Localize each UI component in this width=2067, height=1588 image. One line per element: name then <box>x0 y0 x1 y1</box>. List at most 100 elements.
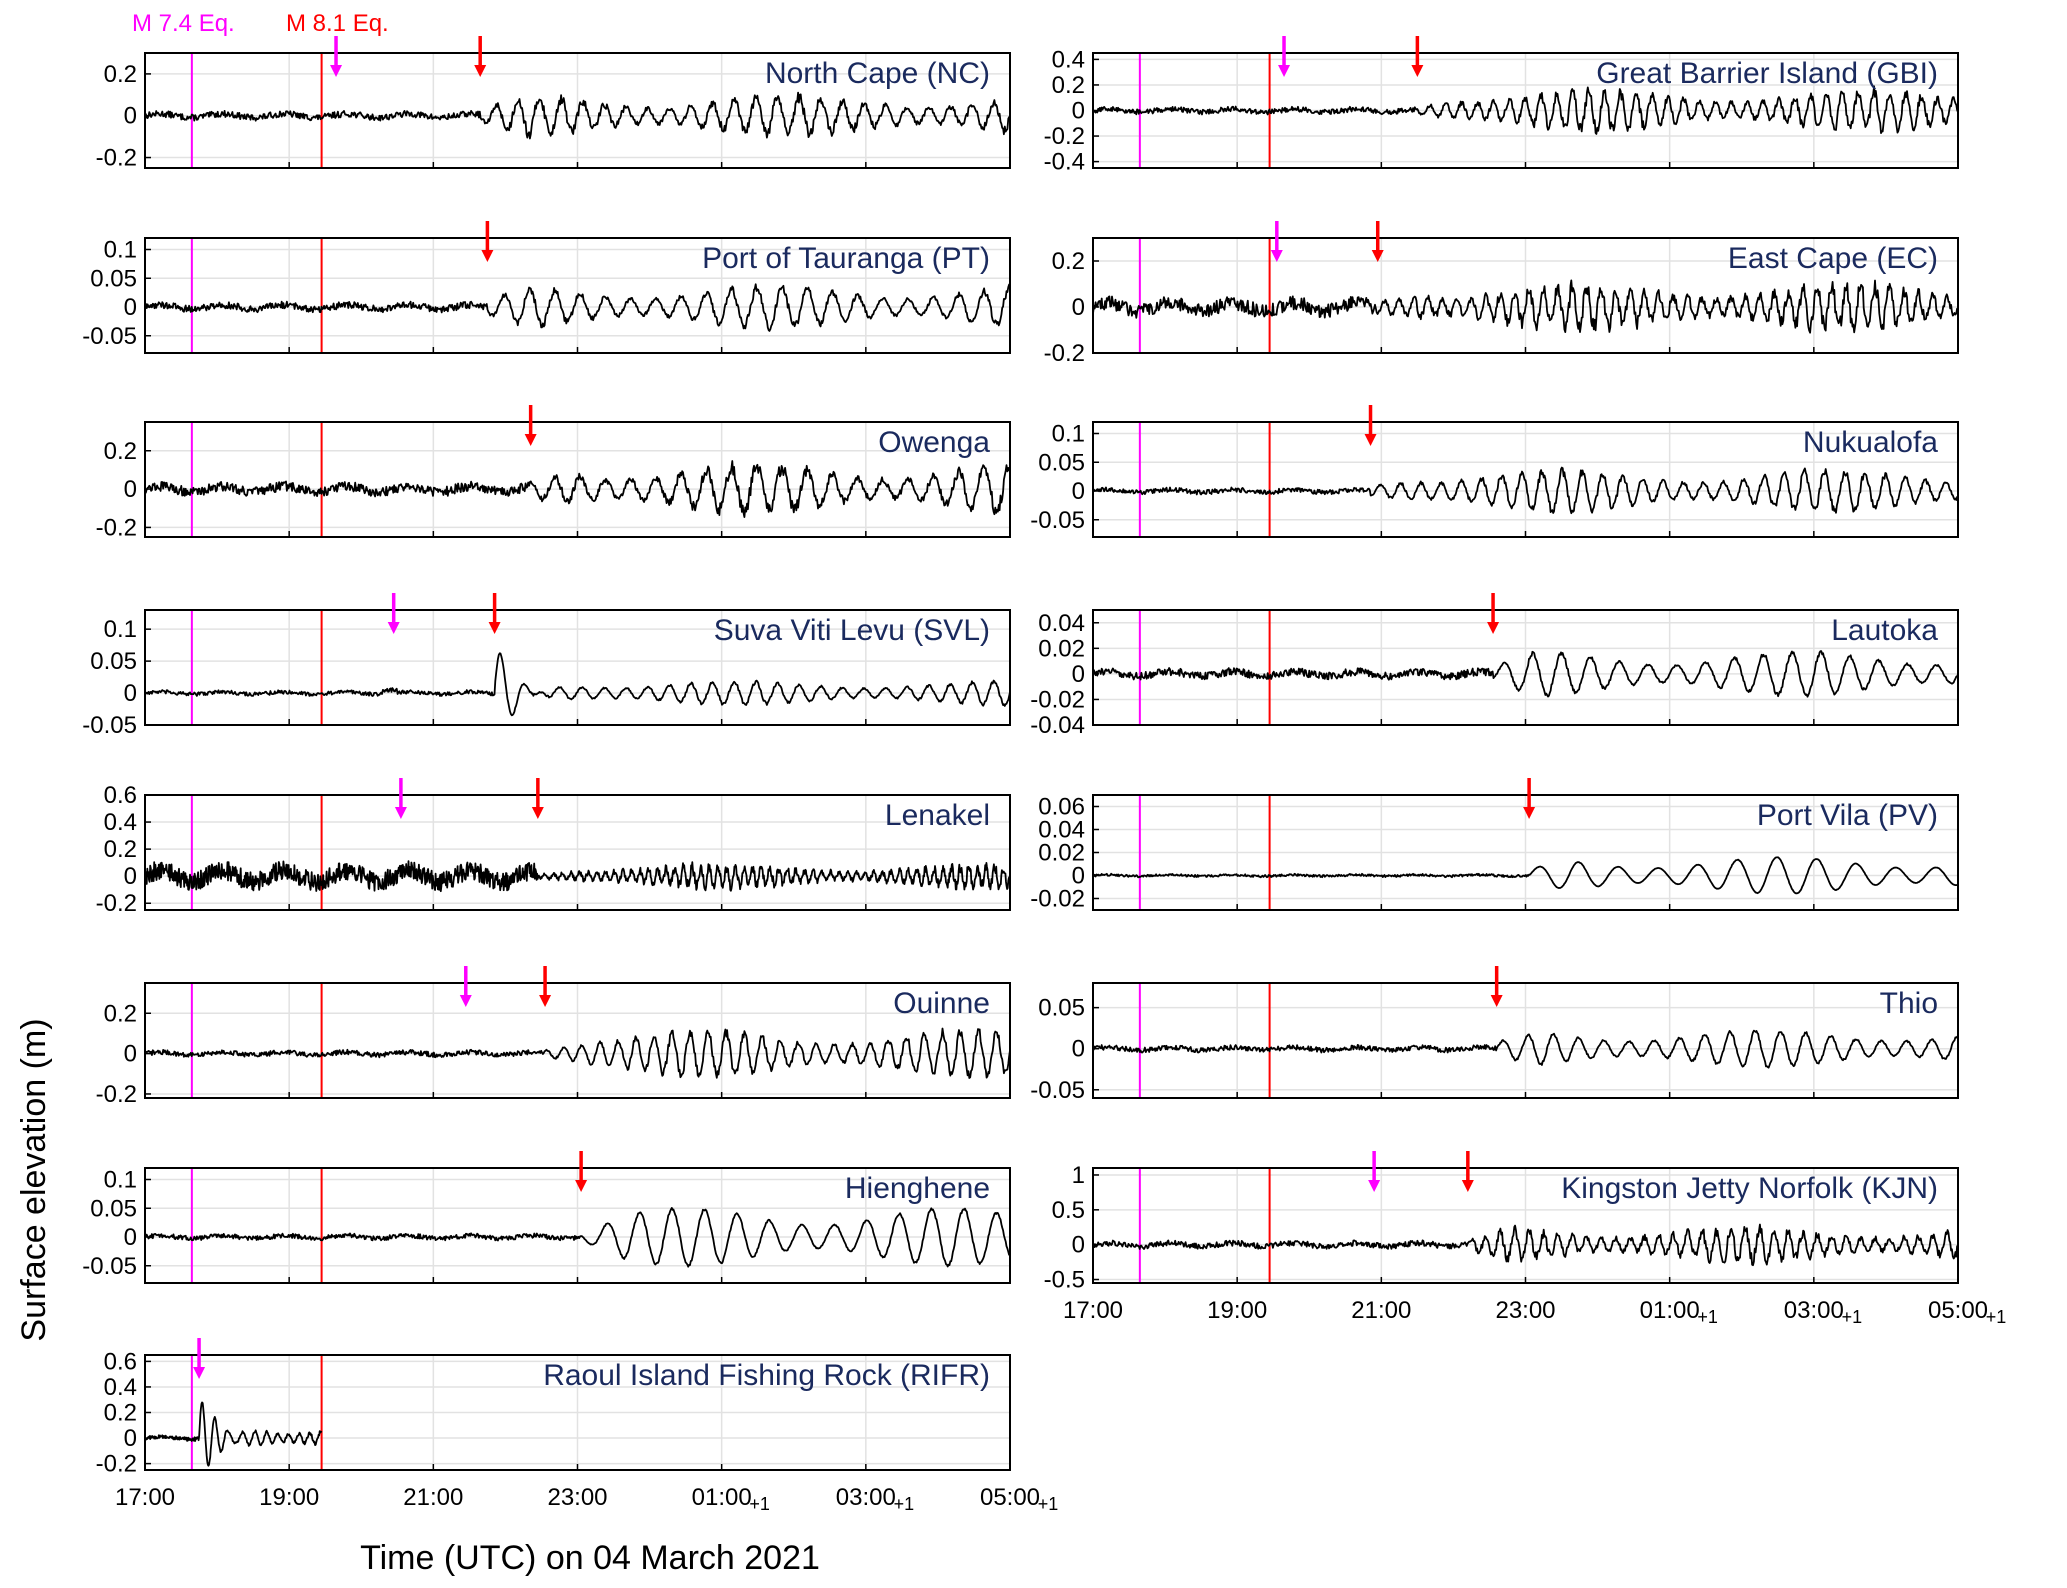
signal-trace <box>1092 466 1959 515</box>
x-tick-label: 21:00 <box>403 1484 463 1511</box>
panel-7: 0.60.40.20-0.2 Raoul Island Fishing Rock … <box>96 1338 1011 1478</box>
x-tick-label: 01:00 <box>692 1484 752 1511</box>
y-tick-label: 0.4 <box>1052 46 1085 73</box>
y-tick-label: 0.2 <box>104 836 137 863</box>
x-tick-label: 17:00 <box>1063 1297 1123 1324</box>
x-tick-label: 05:00 <box>1928 1297 1988 1324</box>
y-tick-label: 0.05 <box>90 1195 137 1222</box>
panel-title: Owenga <box>878 426 990 459</box>
y-tick-label: 0.6 <box>104 1348 137 1375</box>
y-tick-label: 0.02 <box>1038 635 1085 662</box>
signal-trace <box>1092 856 1959 895</box>
red-arrow-head <box>1411 65 1424 77</box>
red-arrow-head <box>488 622 501 634</box>
red-arrow-head <box>1523 807 1536 819</box>
x-tick-label: 23:00 <box>1495 1297 1555 1324</box>
y-tick-label: 0.2 <box>104 61 137 88</box>
y-tick-label: -0.05 <box>1030 507 1085 534</box>
panel-1: 0.10.050-0.05 Port of Tauranga (PT) <box>82 221 1011 354</box>
x-tick-sub: +1 <box>749 1494 770 1514</box>
y-tick-label: 0.05 <box>90 648 137 675</box>
y-tick-label: 0.4 <box>104 809 137 836</box>
x-tick-label: 03:00 <box>1784 1297 1844 1324</box>
y-tick-label: 0 <box>124 863 137 890</box>
x-tick-label: 05:00 <box>980 1484 1040 1511</box>
y-tick-label: 0 <box>124 1224 137 1251</box>
x-axis-label: Time (UTC) on 04 March 2021 <box>360 1539 820 1577</box>
red-arrow-head <box>575 1180 588 1192</box>
panel-title: North Cape (NC) <box>765 57 990 90</box>
y-tick-label: -0.05 <box>82 1253 137 1280</box>
red-arrow-head <box>524 434 537 446</box>
red-arrow-head <box>1364 434 1377 446</box>
x-tick-sub: +1 <box>1842 1307 1863 1327</box>
x-tick-label: 03:00 <box>836 1484 896 1511</box>
signal-trace <box>1092 1223 1959 1267</box>
y-tick-label: -0.2 <box>96 145 137 172</box>
x-tick-label: 21:00 <box>1351 1297 1411 1324</box>
x-tick-labels-col0: 17:00 19:00 21:00 23:00 01:00+1 03:00+1 05:00+… <box>115 1484 1058 1514</box>
magenta-arrow-head <box>459 995 472 1007</box>
y-tick-label: 0.1 <box>104 1167 137 1194</box>
panel-title: Port Vila (PV) <box>1757 799 1938 832</box>
m74-eq-label: M 7.4 Eq. <box>132 10 235 37</box>
y-tick-label: 0 <box>1072 1036 1085 1063</box>
y-tick-label: 0.2 <box>104 438 137 465</box>
panel-13: 0.05 0 -0.05 Thio <box>1030 966 1959 1104</box>
x-tick-label: 23:00 <box>547 1484 607 1511</box>
signal-trace <box>144 1207 1011 1268</box>
panel-0: 0.2 0 -0.2 North Cape (NC) <box>96 36 1011 172</box>
panel-10: 0.10.050-0.05 Nukualofa <box>1030 405 1959 538</box>
y-tick-label: 0 <box>124 103 137 130</box>
red-arrow-head <box>1461 1180 1474 1192</box>
magenta-arrow-head <box>387 622 400 634</box>
x-tick-label: 19:00 <box>259 1484 319 1511</box>
signal-trace <box>144 460 1011 518</box>
signal-trace <box>144 91 1011 140</box>
y-tick-label: 0 <box>1072 1232 1085 1259</box>
y-tick-label: -0.5 <box>1044 1267 1085 1294</box>
y-tick-label: -0.04 <box>1030 712 1085 739</box>
y-tick-label: -0.05 <box>1030 1077 1085 1104</box>
signal-trace <box>1092 279 1959 334</box>
y-tick-label: -0.2 <box>1044 123 1085 150</box>
magenta-arrow-head <box>330 65 343 77</box>
y-tick-label: -0.2 <box>96 1451 137 1478</box>
panel-6: 0.10.050-0.05 Hienghene <box>82 1151 1011 1284</box>
panel-title: Raoul Island Fishing Rock (RIFR) <box>543 1359 990 1392</box>
panel-title: Lautoka <box>1831 614 1938 647</box>
magenta-arrow-head <box>1368 1180 1381 1192</box>
y-tick-label: 0.1 <box>1052 421 1085 448</box>
panel-title: Ouinne <box>893 987 990 1020</box>
y-axis-label: Surface elevation (m) <box>15 1018 53 1341</box>
magenta-arrow-head <box>193 1367 206 1379</box>
magenta-arrow-head <box>394 807 407 819</box>
panel-14: 1 0.5 0 -0.5 Kingston Jetty Norfolk (KJN) <box>1044 1151 1959 1294</box>
x-tick-label: 17:00 <box>115 1484 175 1511</box>
y-tick-label: 0 <box>124 1425 137 1452</box>
panel-title: Kingston Jetty Norfolk (KJN) <box>1561 1172 1938 1205</box>
panel-12: 0.060.040.020-0.02 Port Vila (PV) <box>1030 778 1959 913</box>
y-tick-label: 1 <box>1072 1162 1085 1189</box>
x-tick-sub: +1 <box>1038 1494 1059 1514</box>
y-tick-label: 0.2 <box>1052 72 1085 99</box>
panel-title: Hienghene <box>845 1172 990 1205</box>
y-tick-label: -0.02 <box>1030 686 1085 713</box>
y-tick-label: 0.6 <box>104 782 137 809</box>
panel-title: Thio <box>1880 987 1938 1020</box>
y-tick-label: 0 <box>1072 294 1085 321</box>
y-tick-label: 0.04 <box>1038 817 1085 844</box>
y-tick-label: 0.05 <box>1038 995 1085 1022</box>
y-tick-label: 0.1 <box>104 616 137 643</box>
panel-title: Nukualofa <box>1803 426 1938 459</box>
signal-trace <box>1092 650 1959 698</box>
signal-trace <box>144 652 1011 717</box>
y-tick-label: -0.05 <box>82 323 137 350</box>
x-tick-label: 01:00 <box>1640 1297 1700 1324</box>
y-tick-label: 0.2 <box>104 1000 137 1027</box>
panel-11: 0.040.020-0.02-0.04 Lautoka <box>1030 593 1959 739</box>
y-tick-label: 0.05 <box>1038 449 1085 476</box>
y-tick-label: -0.02 <box>1030 886 1085 913</box>
